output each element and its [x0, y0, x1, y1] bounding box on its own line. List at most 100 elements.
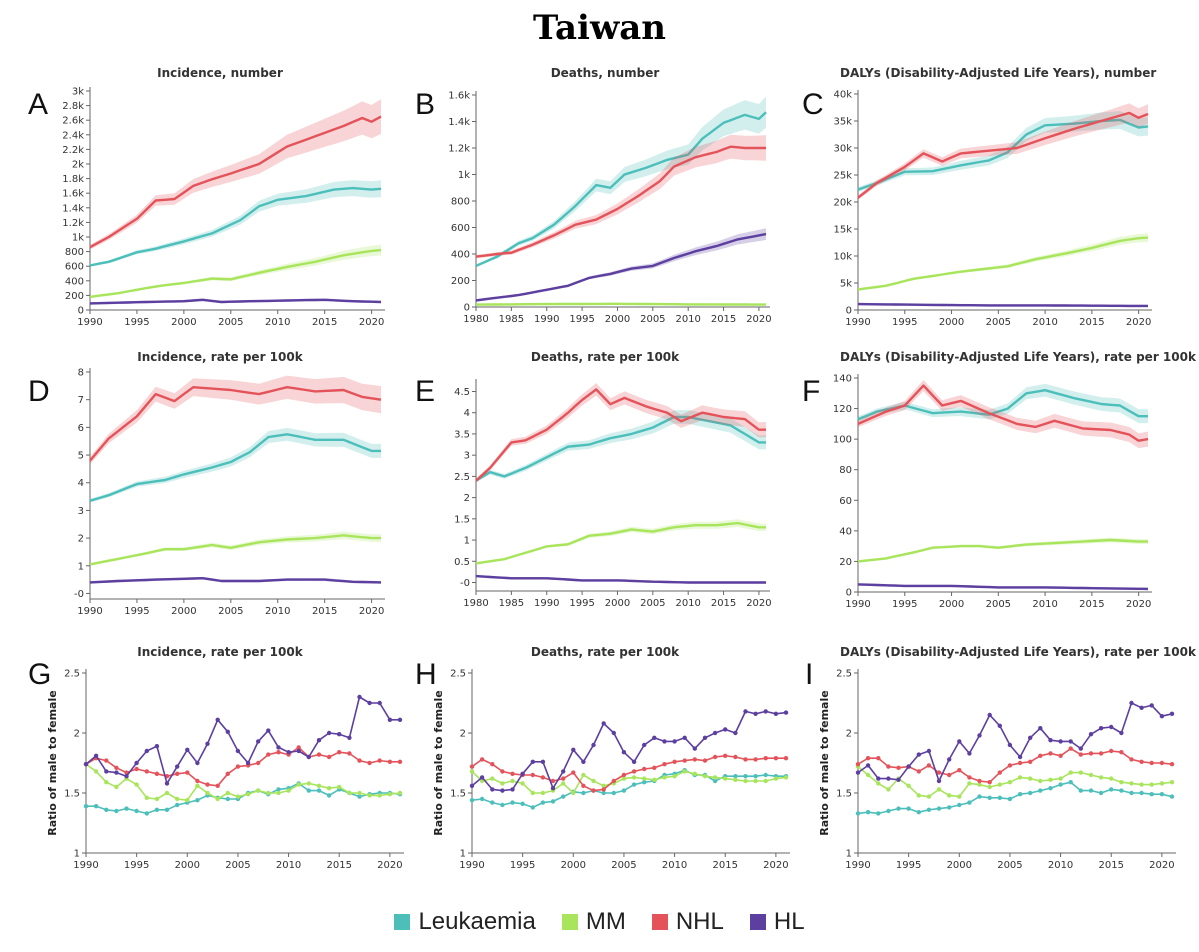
data-point-nhl — [1078, 752, 1084, 757]
data-point-hl — [185, 747, 190, 752]
y-tick-label: 2.5 — [64, 669, 80, 680]
series-line-leukaemia — [857, 389, 1148, 421]
data-point-leukaemia — [865, 810, 871, 815]
data-point-hl — [306, 754, 311, 760]
data-point-nhl — [225, 771, 230, 776]
x-tick-label: 2000 — [939, 317, 964, 328]
chart-panel-e: -0 0.5 1 1.5 2 2.5 3 3.5 4 4.5 1980 1985 1990 1995 200… — [454, 379, 772, 609]
data-point-hl — [733, 730, 738, 736]
data-point-mm — [601, 783, 606, 788]
y-tick-label: -0 — [460, 578, 470, 589]
series-line-leukaemia — [471, 769, 786, 809]
data-point-mm — [723, 776, 728, 781]
data-point-hl — [347, 735, 352, 740]
y-tick-label: 2.4k — [62, 130, 84, 141]
legend-swatch-leukaemia — [394, 914, 411, 930]
data-point-mm — [1048, 777, 1053, 782]
x-tick-label: 2000 — [171, 317, 196, 328]
data-point-hl — [896, 777, 901, 782]
data-point-hl — [1007, 742, 1013, 748]
panel-letter-g: G — [28, 658, 52, 691]
x-tick-label: 2015 — [312, 606, 337, 617]
x-tick-label: 2015 — [326, 860, 351, 871]
data-point-hl — [571, 747, 576, 752]
data-point-nhl — [631, 769, 637, 774]
panel-letter-f: F — [802, 375, 821, 408]
data-point-nhl — [490, 762, 495, 767]
x-tick-label: 2020 — [1126, 317, 1151, 328]
data-point-nhl — [753, 757, 758, 762]
y-tick-label: 2 — [460, 729, 466, 740]
data-point-hl — [743, 709, 748, 714]
data-point-hl — [947, 757, 952, 762]
data-point-nhl — [479, 757, 485, 762]
x-tick-label: 2010 — [1048, 860, 1073, 871]
data-point-leukaemia — [896, 806, 901, 811]
data-point-nhl — [134, 766, 139, 772]
y-tick-label: 1.6k — [448, 91, 470, 102]
data-point-nhl — [702, 758, 708, 763]
data-point-hl — [469, 783, 475, 788]
y-tick-label: 6 — [78, 423, 84, 434]
data-point-mm — [144, 795, 149, 800]
data-point-leukaemia — [743, 774, 748, 779]
y-tick-label: 800 — [451, 197, 470, 208]
data-point-leukaemia — [977, 794, 982, 799]
data-point-hl — [235, 748, 241, 754]
y-tick-label: 2 — [846, 729, 852, 740]
data-point-mm — [154, 796, 160, 802]
series-band-nhl — [858, 380, 1148, 449]
data-point-nhl — [1017, 760, 1023, 766]
data-point-mm — [947, 793, 952, 798]
data-point-hl — [144, 748, 149, 754]
data-point-nhl — [1007, 763, 1013, 768]
data-point-nhl — [662, 762, 667, 767]
data-point-mm — [783, 775, 789, 780]
data-point-hl — [977, 733, 982, 738]
data-point-mm — [500, 781, 505, 786]
y-tick-label: 600 — [65, 262, 84, 273]
y-tick-label: 1k — [458, 170, 470, 181]
data-point-nhl — [997, 770, 1002, 775]
series-line-nhl — [857, 111, 1149, 199]
series-line-mm — [89, 534, 381, 566]
data-point-hl — [672, 739, 677, 744]
data-point-hl — [936, 778, 942, 784]
chart-panel-c: 0 5k 10k 15k 20k 25k 30k 35k 40k 1990 1995 2000 2005… — [833, 90, 1152, 328]
data-point-mm — [225, 790, 230, 796]
data-point-leukaemia — [500, 802, 505, 808]
data-point-nhl — [561, 776, 566, 781]
data-point-mm — [712, 775, 718, 780]
y-tick-label: 2.8k — [62, 101, 84, 112]
data-point-nhl — [642, 766, 647, 772]
data-point-nhl — [1038, 753, 1043, 758]
data-point-nhl — [114, 765, 119, 770]
data-point-mm — [134, 782, 139, 787]
y-tick-label: 1k — [72, 233, 84, 244]
data-point-leukaemia — [93, 804, 99, 809]
data-point-hl — [245, 760, 251, 766]
data-point-hl — [256, 739, 261, 744]
y-tick-label: 3 — [464, 451, 470, 462]
data-point-leukaemia — [164, 807, 170, 812]
y-tick-label: 1.2k — [448, 144, 470, 155]
data-point-hl — [296, 748, 301, 754]
data-point-mm — [296, 782, 301, 787]
data-point-leukaemia — [611, 790, 616, 796]
data-point-mm — [1078, 770, 1084, 775]
x-tick-label: 2015 — [1079, 599, 1104, 610]
y-tick-label: 200 — [65, 291, 84, 302]
panel-letter-e: E — [415, 375, 436, 408]
data-point-nhl — [1159, 760, 1165, 766]
x-tick-label: 2015 — [711, 314, 736, 325]
data-point-nhl — [1149, 760, 1154, 766]
data-point-leukaemia — [306, 788, 311, 793]
data-point-leukaemia — [561, 794, 566, 799]
data-point-nhl — [896, 765, 901, 770]
y-tick-label: 15k — [833, 225, 852, 236]
data-point-nhl — [256, 760, 261, 766]
x-tick-label: 2010 — [675, 598, 700, 609]
x-tick-label: 1990 — [845, 599, 870, 610]
data-point-leukaemia — [520, 801, 525, 806]
